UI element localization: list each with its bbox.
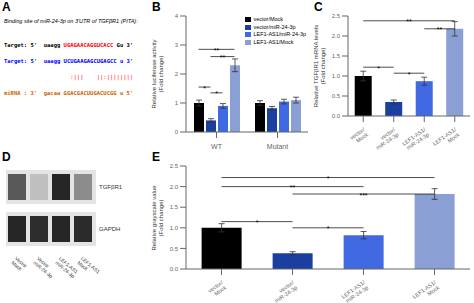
html-text:B: B	[152, 0, 161, 14]
svg-text:2: 2	[175, 71, 179, 77]
html-text:Binding site of miR-24-3p on 3: Binding site of miR-24-3p on 3'UTR of TG…	[4, 18, 138, 24]
svg-text:vector/Mock: vector/Mock	[207, 279, 228, 299]
html-text:Target: 5' uaagg UCUGAAGAGCUGA: Target: 5' uaagg UCUGAAGAGCUGAGCC u 3'	[4, 58, 134, 64]
svg-text:**: **	[214, 47, 220, 54]
svg-text:4: 4	[175, 13, 179, 19]
svg-text:2.5: 2.5	[332, 13, 341, 19]
html-text:Relative luciferase activity (: Relative luciferase activity (Fold chang…	[151, 39, 164, 109]
svg-text:0.5: 0.5	[170, 246, 179, 252]
html-text:miRNA : 3' gacaa GGACGACUUGACU: miRNA : 3' gacaa GGACGACUUGACUCGG u 5'	[4, 90, 134, 96]
svg-text:0.0: 0.0	[332, 113, 341, 119]
svg-text:2.0: 2.0	[170, 184, 179, 190]
svg-text:LEF1-AS1/miR-24-3p: LEF1-AS1/miR-24-3p	[401, 126, 430, 150]
svg-text:**: **	[220, 54, 226, 61]
html-text:Target: 5' uaagg UGAGAACAGGUCA: Target: 5' uaagg UGAGAACAGGUCACC Gu 3'	[4, 42, 134, 48]
svg-text:***: ***	[359, 192, 367, 199]
html-text:A: A	[2, 0, 11, 14]
svg-text:3: 3	[175, 42, 179, 48]
svg-text:**: **	[437, 26, 443, 33]
svg-text:vector/miR-24-3p: vector/miR-24-3p	[372, 126, 400, 150]
svg-text:LEF1-AS1/Mock: LEF1-AS1/Mock	[411, 279, 440, 303]
svg-text:VectorMock: VectorMock	[10, 255, 29, 273]
svg-text:*: *	[327, 225, 330, 232]
svg-text:*: *	[256, 219, 259, 226]
svg-text:**: **	[406, 18, 412, 25]
svg-text:2.0: 2.0	[332, 33, 341, 39]
svg-text:**: **	[290, 184, 296, 191]
svg-text:1: 1	[175, 100, 179, 106]
svg-text:*: *	[327, 175, 330, 182]
svg-text:0.0: 0.0	[170, 266, 179, 272]
svg-text:Mutant: Mutant	[267, 143, 288, 150]
html-text:Relative TGFβR1 mRNA levels (F: Relative TGFβR1 mRNA levels (Fold change…	[313, 24, 326, 108]
svg-text:LEF1-AS1miR-24-3p: LEF1-AS1miR-24-3p	[54, 255, 79, 279]
html-text:E: E	[152, 150, 160, 164]
html-text:C: C	[314, 0, 323, 14]
html-text:D: D	[2, 150, 11, 164]
svg-text:GAPDH: GAPDH	[99, 226, 120, 232]
html-text:LEF1-AS1/Mock: LEF1-AS1/Mock	[253, 38, 294, 45]
svg-text:*: *	[377, 65, 380, 72]
svg-text:1.0: 1.0	[332, 73, 341, 79]
svg-text:*: *	[203, 85, 206, 92]
svg-text:1.5: 1.5	[170, 204, 179, 210]
svg-text:WT: WT	[211, 143, 223, 150]
svg-text:LEF1-AS1/miR-24-3p: LEF1-AS1/miR-24-3p	[340, 279, 369, 303]
svg-text:vector/Mock: vector/Mock	[349, 126, 370, 146]
html-text:vector/Mock: vector/Mock	[253, 16, 284, 22]
svg-text:*: *	[408, 71, 411, 78]
html-text:vector/miR-24-3p: vector/miR-24-3p	[253, 23, 296, 30]
html-text:Relative grayscale value (Fold: Relative grayscale value (Fold change)	[151, 185, 164, 250]
svg-text:1.5: 1.5	[332, 53, 341, 59]
svg-text:VectormiR-24-3p: VectormiR-24-3p	[32, 255, 57, 279]
svg-text:1.0: 1.0	[170, 225, 179, 231]
svg-text:0: 0	[175, 129, 179, 135]
svg-text:0.5: 0.5	[332, 93, 341, 99]
svg-text:vector/miR-24-3p: vector/miR-24-3p	[270, 279, 298, 303]
svg-text:*: *	[215, 90, 218, 97]
svg-text:TGFβR1: TGFβR1	[99, 184, 123, 190]
svg-text:LEF1-AS1/Mock: LEF1-AS1/Mock	[432, 126, 461, 150]
svg-text:LEF1-AS1Mock: LEF1-AS1Mock	[76, 255, 101, 279]
svg-text:2.5: 2.5	[170, 163, 179, 169]
html-text:LEF1-AS1/miR-24-3p: LEF1-AS1/miR-24-3p	[253, 31, 306, 37]
